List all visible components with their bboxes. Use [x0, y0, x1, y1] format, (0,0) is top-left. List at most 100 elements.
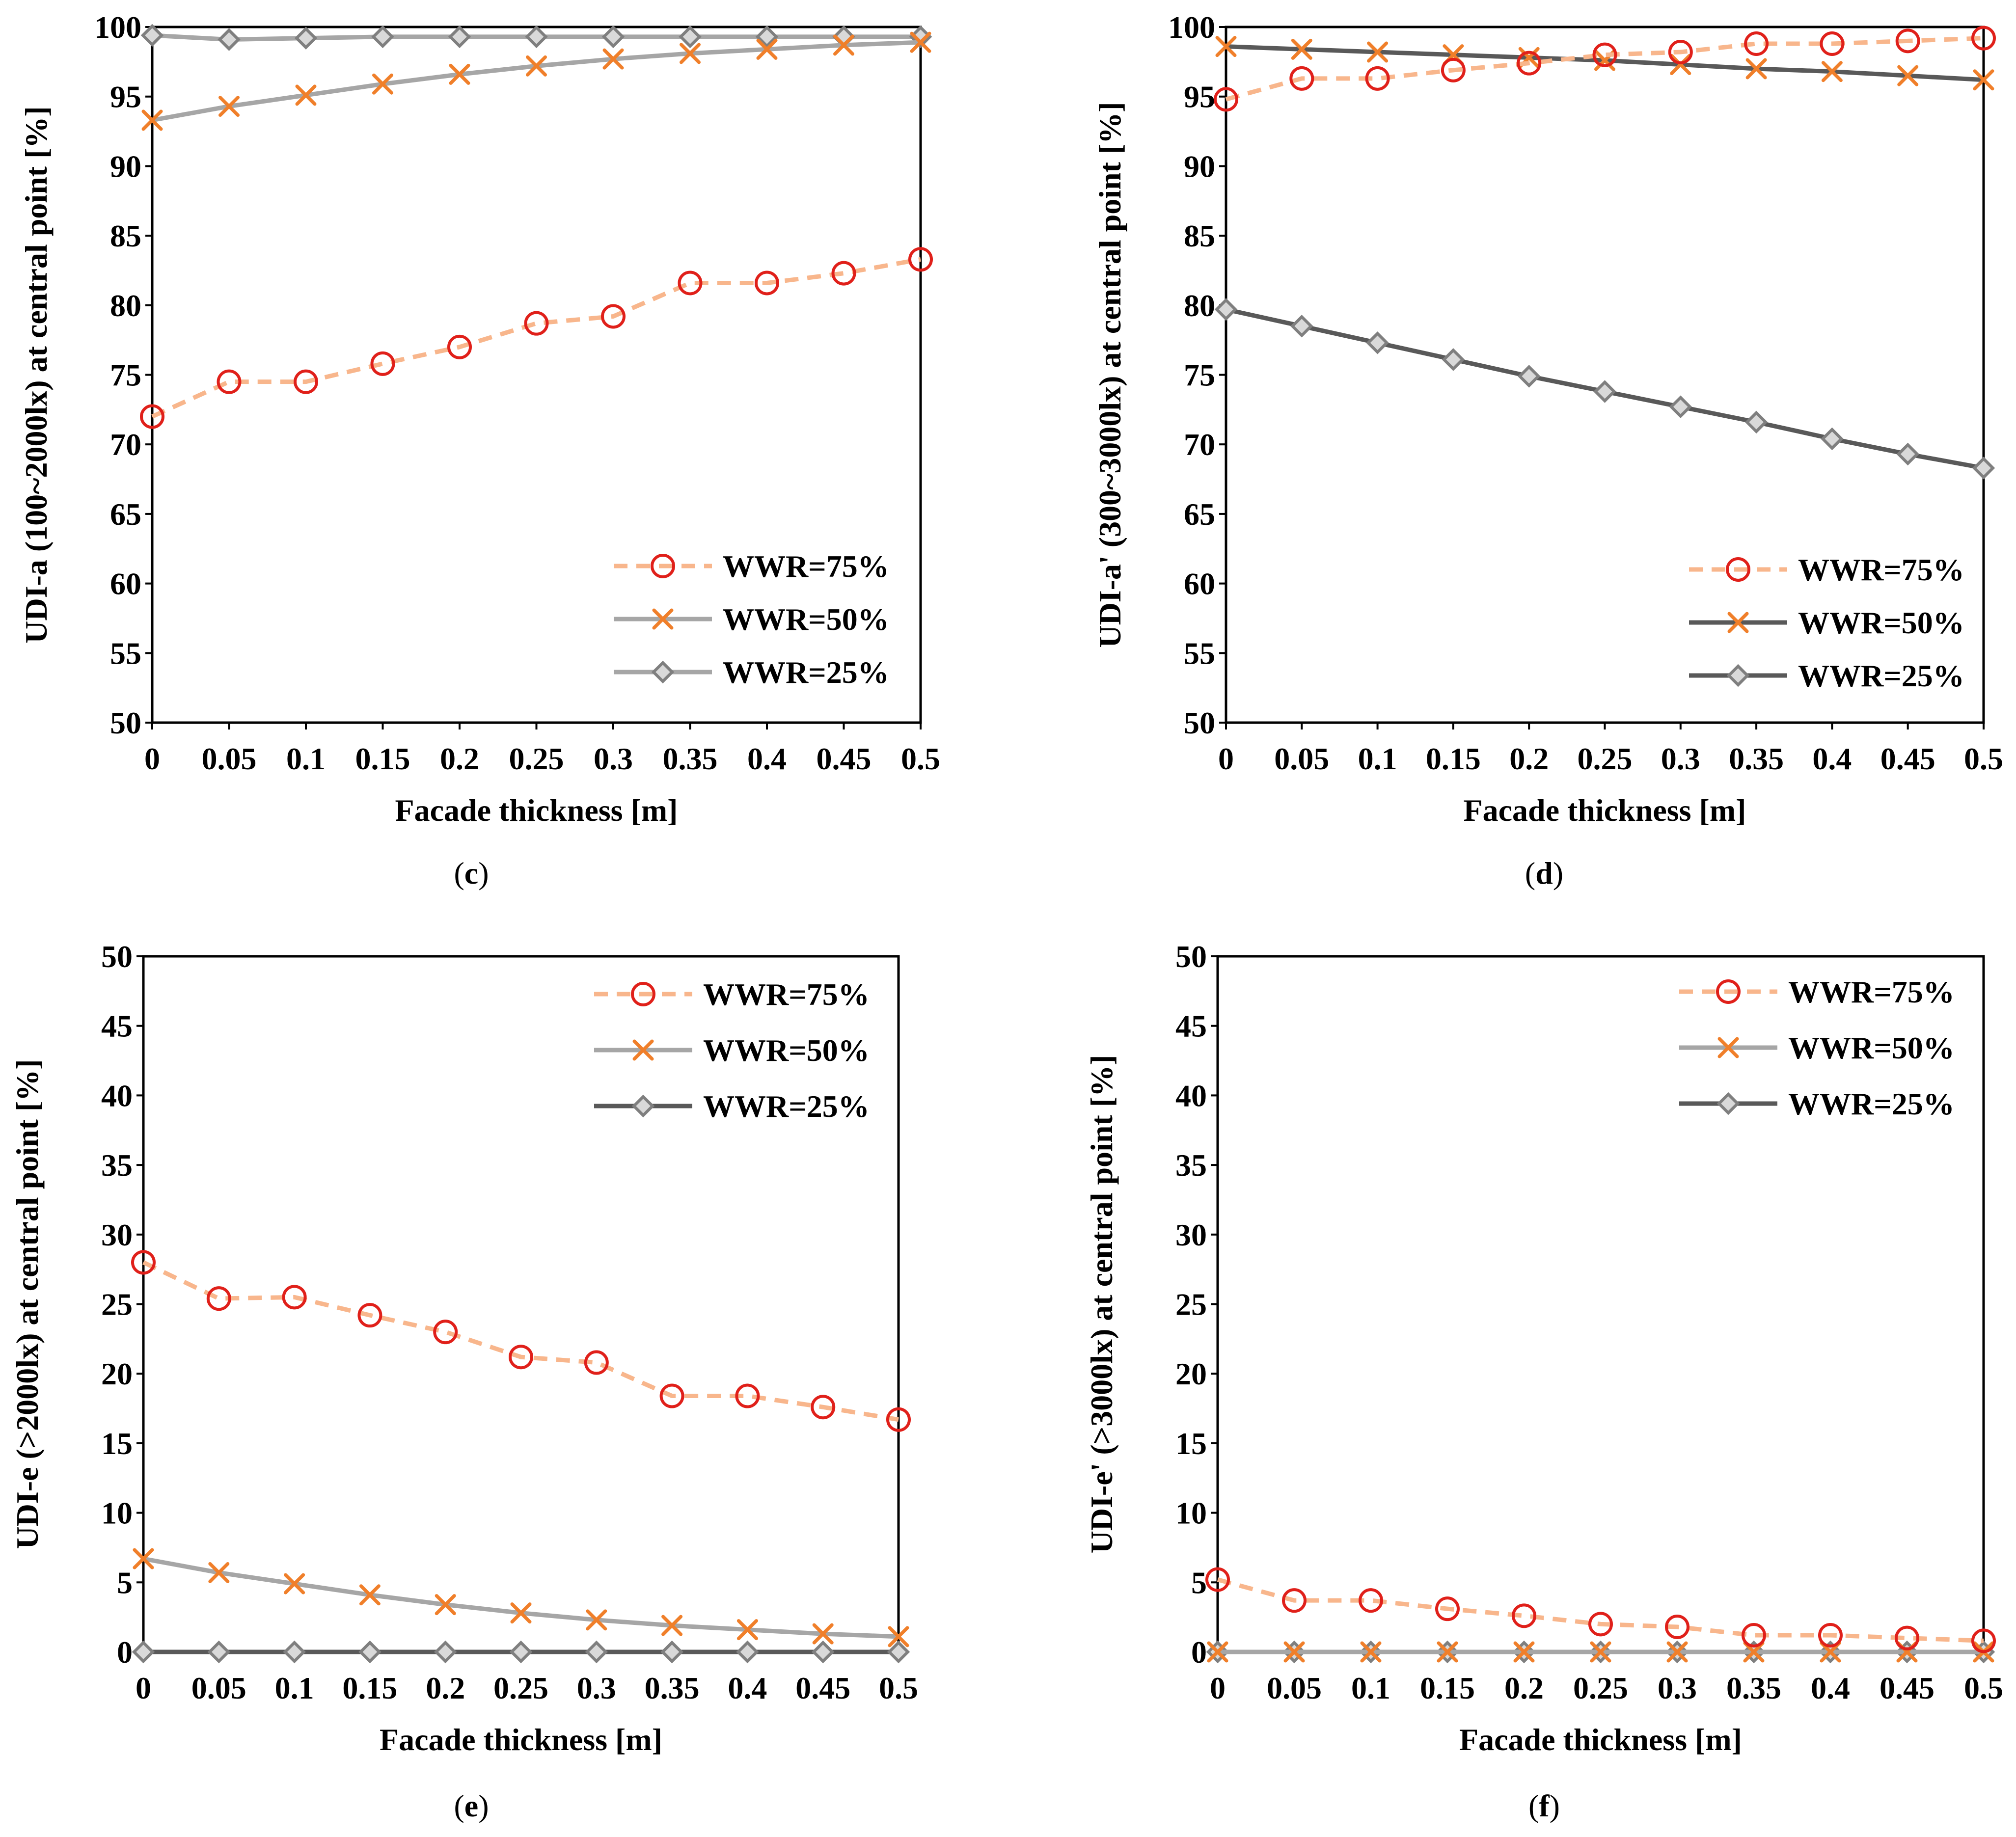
legend-marker — [1726, 557, 1750, 582]
data-point — [736, 1640, 759, 1664]
data-point — [736, 1619, 758, 1641]
x-tick-label: 0.05 — [1274, 741, 1329, 776]
legend-marker — [1717, 1037, 1739, 1058]
legend-marker — [651, 554, 675, 578]
data-point — [755, 270, 779, 296]
data-point — [585, 1640, 608, 1664]
panel-letter: e — [464, 1788, 478, 1823]
x-axis-title: Facade thickness [m] — [380, 1722, 662, 1757]
data-point — [283, 1640, 306, 1664]
y-tick-label: 65 — [110, 497, 141, 532]
y-tick-label: 35 — [1175, 1148, 1207, 1183]
data-point — [141, 109, 163, 131]
x-tick-label: 0.45 — [1880, 741, 1935, 776]
data-point — [1593, 380, 1616, 403]
y-tick-label: 70 — [1184, 427, 1215, 462]
series-WWR=75% — [1214, 26, 1996, 112]
data-point — [601, 304, 626, 329]
data-point — [910, 31, 931, 53]
x-tick-label: 0.25 — [493, 1671, 548, 1705]
data-point — [1205, 1567, 1230, 1592]
y-tick-label: 10 — [1175, 1496, 1207, 1531]
legend-label: WWR=75% — [723, 549, 889, 584]
x-tick-label: 0 — [1218, 741, 1234, 776]
data-point — [833, 34, 854, 56]
series-WWR=75% — [1205, 1567, 1996, 1653]
legend-marker — [631, 982, 655, 1006]
data-point — [140, 24, 164, 47]
data-point — [217, 369, 242, 394]
y-tick-label: 40 — [101, 1078, 133, 1113]
x-tick-label: 0.4 — [728, 1671, 767, 1705]
y-tick-label: 0 — [117, 1635, 133, 1670]
x-tick-label: 0.4 — [1812, 741, 1852, 776]
data-point — [133, 1548, 154, 1569]
data-point — [1367, 41, 1389, 63]
data-point — [1360, 1641, 1382, 1663]
data-point — [447, 334, 472, 359]
data-point — [207, 1640, 231, 1664]
y-tick-label: 0 — [1191, 1635, 1207, 1670]
series-line — [142, 1260, 899, 1422]
y-tick-label: 95 — [1184, 80, 1215, 114]
x-tick-label: 0.15 — [342, 1671, 397, 1705]
x-tick-label: 0.05 — [1267, 1671, 1322, 1705]
data-point — [1895, 1625, 1919, 1650]
data-point — [1895, 28, 1920, 54]
legend: WWR=75% WWR=50% WWR=25% — [1679, 974, 1955, 1121]
y-tick-label: 100 — [94, 10, 141, 45]
legend-marker — [1726, 664, 1750, 687]
data-point — [1517, 51, 1542, 76]
data-point — [1282, 1588, 1307, 1613]
y-tick-label: 30 — [1175, 1217, 1207, 1252]
x-tick-label: 0.25 — [1573, 1671, 1628, 1705]
y-tick-label: 40 — [1175, 1078, 1207, 1113]
data-point — [525, 25, 548, 49]
x-tick-label: 0.35 — [1729, 741, 1784, 776]
x-tick-label: 0.4 — [1811, 1671, 1850, 1705]
data-point — [1207, 1641, 1228, 1663]
y-tick-label: 55 — [110, 636, 141, 671]
data-point — [1971, 1628, 1996, 1653]
data-point — [1670, 54, 1691, 76]
legend-label: WWR=25% — [723, 655, 889, 690]
legend-label: WWR=75% — [703, 977, 870, 1012]
data-point — [449, 63, 470, 85]
data-point — [357, 1303, 382, 1328]
data-point — [1820, 1641, 1841, 1663]
data-point — [1214, 298, 1238, 321]
data-point — [1588, 1612, 1613, 1637]
panel-caption: (f) — [1528, 1788, 1560, 1823]
x-tick-label: 0 — [136, 1671, 151, 1705]
data-point — [811, 1640, 835, 1664]
data-point — [359, 1584, 381, 1606]
data-point — [659, 1383, 684, 1408]
legend-label: WWR=50% — [1798, 605, 1964, 640]
data-point — [1366, 331, 1389, 354]
legend-marker — [631, 1094, 655, 1118]
data-point — [1289, 66, 1314, 91]
y-tick-label: 20 — [101, 1356, 133, 1391]
data-point — [887, 1640, 910, 1664]
y-tick-label: 70 — [110, 427, 141, 462]
panel-e: 0 5 10 15 20 25 30 35 40 45 50 0 0.05 0.1 0.15 0.2 0.25 0… — [10, 939, 918, 1823]
y-tick-label: 60 — [110, 567, 141, 601]
series-WWR=25% — [132, 1640, 910, 1664]
data-point — [1215, 36, 1237, 57]
x-tick-label: 0.45 — [817, 741, 872, 776]
panel-caption: (e) — [454, 1788, 489, 1823]
y-tick-label: 15 — [101, 1426, 133, 1461]
series-WWR=50% — [1207, 1641, 1994, 1663]
legend-marker — [632, 1039, 654, 1061]
x-tick-label: 0.3 — [1658, 1671, 1697, 1705]
data-point — [1365, 66, 1390, 91]
y-tick-label: 20 — [1175, 1356, 1207, 1391]
data-point — [510, 1602, 532, 1624]
data-point — [140, 404, 164, 429]
series-WWR=75% — [140, 247, 933, 429]
series-line — [1225, 36, 1984, 102]
x-tick-label: 0.4 — [747, 741, 787, 776]
data-point — [1745, 58, 1767, 80]
x-tick-label: 0.2 — [426, 1671, 465, 1705]
